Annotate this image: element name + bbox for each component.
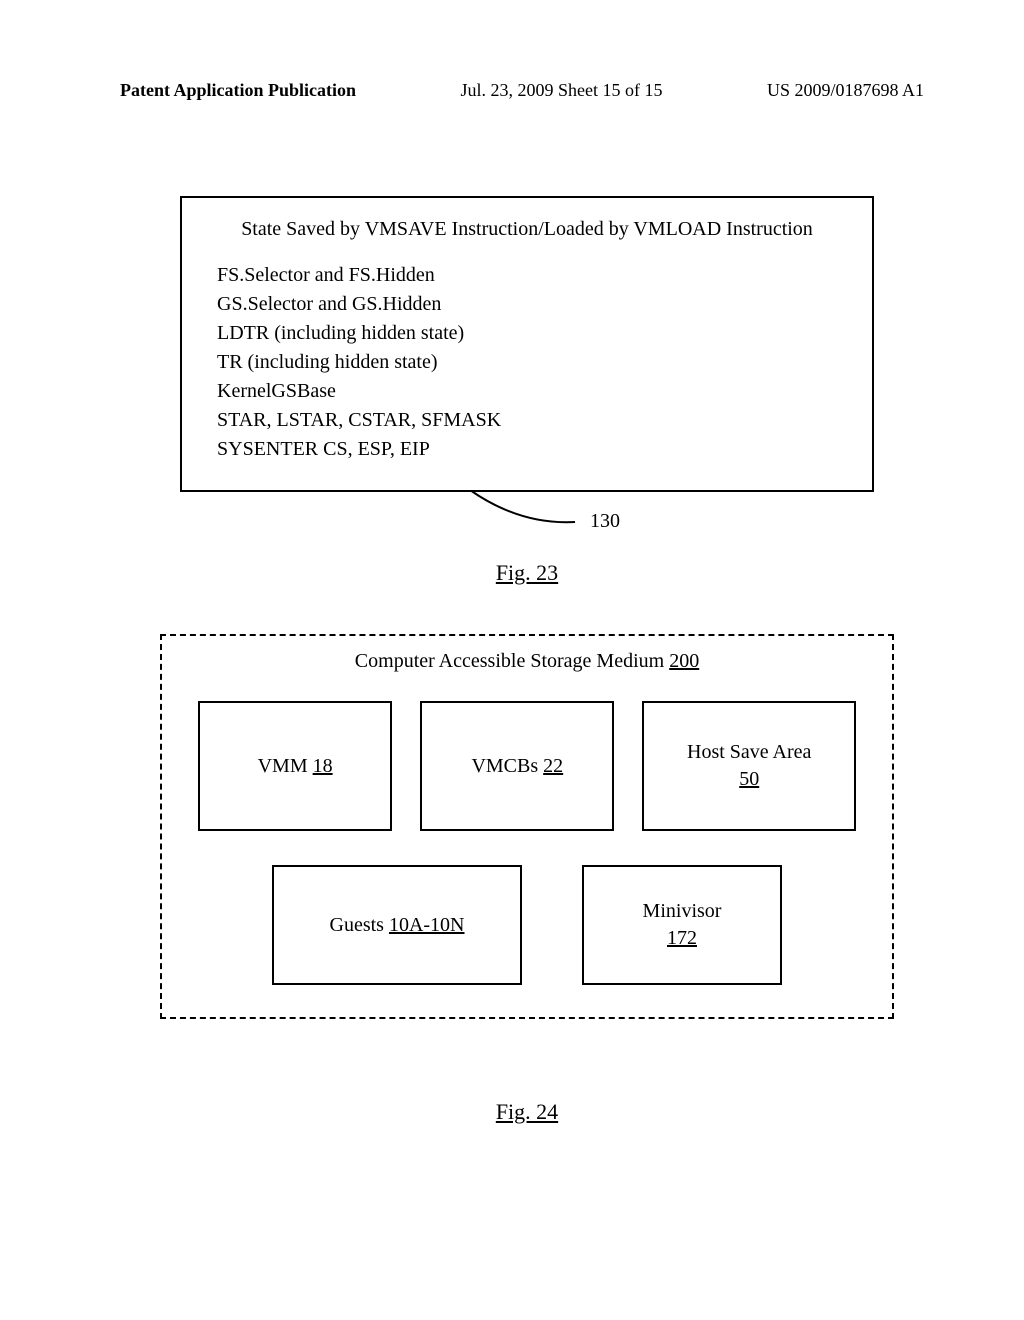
fig23-item: KernelGSBase [217, 377, 842, 406]
box-hsa: Host Save Area 50 [642, 701, 856, 831]
fig23-item: SYSENTER CS, ESP, EIP [217, 435, 842, 464]
fig24-outer-box: Computer Accessible Storage Medium 200 V… [160, 634, 894, 1019]
box-vmm: VMM 18 [198, 701, 392, 831]
box-guests-ref: 10A-10N [389, 914, 465, 936]
box-vmm-line: VMM 18 [258, 753, 333, 780]
callout-number: 130 [590, 510, 620, 533]
leader-line-icon [470, 490, 590, 550]
fig24-label: Fig. 24 [120, 1099, 934, 1125]
header-left: Patent Application Publication [120, 80, 356, 101]
header-right: US 2009/0187698 A1 [767, 80, 924, 101]
box-hsa-line1: Host Save Area [687, 739, 811, 766]
box-vmcbs: VMCBs 22 [420, 701, 614, 831]
page: Patent Application Publication Jul. 23, … [0, 0, 1024, 1165]
fig24-title: Computer Accessible Storage Medium 200 [198, 650, 856, 673]
box-minivisor: Minivisor 172 [582, 865, 782, 985]
callout-130: 130 [180, 492, 874, 552]
fig24-title-text: Computer Accessible Storage Medium [355, 650, 669, 672]
box-vmcbs-line: VMCBs 22 [471, 753, 563, 780]
fig24-row1: VMM 18 VMCBs 22 Host Save Area 50 [198, 701, 856, 831]
box-hsa-ref: 50 [739, 766, 759, 793]
fig23-list: FS.Selector and FS.Hidden GS.Selector an… [212, 261, 842, 464]
box-minivisor-line1: Minivisor [643, 898, 722, 925]
box-guests-line: Guests 10A-10N [330, 912, 465, 939]
fig23-item: GS.Selector and GS.Hidden [217, 290, 842, 319]
page-header: Patent Application Publication Jul. 23, … [120, 80, 934, 101]
fig23-item: STAR, LSTAR, CSTAR, SFMASK [217, 406, 842, 435]
fig23-item: FS.Selector and FS.Hidden [217, 261, 842, 290]
fig24-title-ref: 200 [669, 650, 699, 672]
box-vmm-text: VMM [258, 755, 313, 777]
fig23-item: LDTR (including hidden state) [217, 319, 842, 348]
box-guests: Guests 10A-10N [272, 865, 522, 985]
fig23-box: State Saved by VMSAVE Instruction/Loaded… [180, 196, 874, 492]
box-vmcbs-text: VMCBs [471, 755, 543, 777]
box-vmcbs-ref: 22 [543, 755, 563, 777]
fig23-title: State Saved by VMSAVE Instruction/Loaded… [212, 216, 842, 243]
box-minivisor-ref: 172 [667, 925, 697, 952]
fig23-item: TR (including hidden state) [217, 348, 842, 377]
fig23-label: Fig. 23 [120, 560, 934, 586]
fig24-row2: Guests 10A-10N Minivisor 172 [198, 865, 856, 985]
box-guests-text: Guests [330, 914, 389, 936]
box-vmm-ref: 18 [313, 755, 333, 777]
header-center: Jul. 23, 2009 Sheet 15 of 15 [461, 80, 663, 101]
